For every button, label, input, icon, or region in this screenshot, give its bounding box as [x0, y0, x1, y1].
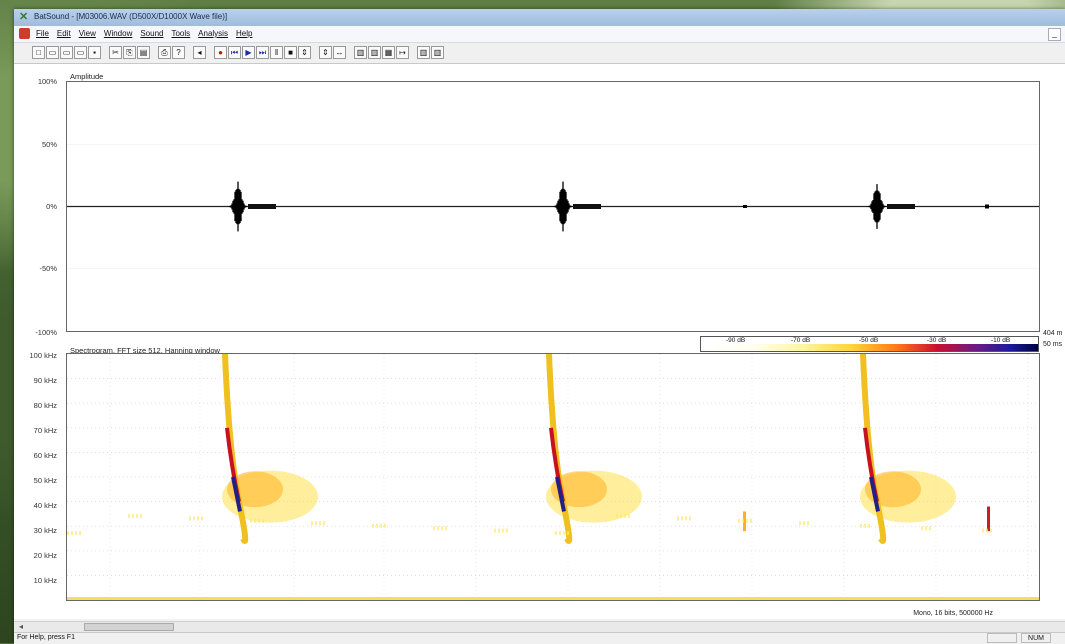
- playback-icon[interactable]: ◂: [193, 46, 206, 59]
- help-icon[interactable]: ?: [172, 46, 185, 59]
- stop-icon[interactable]: ■: [284, 46, 297, 59]
- mdi-minimize-button[interactable]: _: [1048, 28, 1061, 41]
- paste-icon[interactable]: ▤: [137, 46, 150, 59]
- save-icon[interactable]: ▪: [88, 46, 101, 59]
- open-icon[interactable]: ▭: [46, 46, 59, 59]
- minor-call-1: [743, 511, 746, 532]
- sound-view: Amplitude 100% 50% 0% -50% -100% Spectro…: [14, 64, 1065, 614]
- low-frequency-band: [67, 597, 1039, 600]
- open2-icon[interactable]: ▭: [60, 46, 73, 59]
- spec-tick-90: 90 kHz: [33, 376, 57, 385]
- amp-tick-minus50: -50%: [39, 264, 57, 273]
- spec-2-icon[interactable]: ▥: [417, 46, 430, 59]
- duration-label: 404 m: [1043, 330, 1063, 337]
- spec-tick-70: 70 kHz: [33, 426, 57, 435]
- spectrogram-plot[interactable]: [66, 353, 1040, 601]
- colorbar-tick-90: -90 dB: [726, 337, 746, 344]
- horizontal-scrollbar[interactable]: ◂: [14, 621, 1065, 632]
- open3-icon[interactable]: ▭: [74, 46, 87, 59]
- menu-tools[interactable]: Tools: [171, 29, 191, 38]
- zoom-in-icon[interactable]: ⇕: [298, 46, 311, 59]
- format-info: Mono, 16 bits, 500000 Hz: [913, 610, 993, 617]
- play-spec-icon[interactable]: ↦: [396, 46, 409, 59]
- amplitude-pulse-2: [552, 181, 601, 232]
- rewind-icon[interactable]: ⏮: [228, 46, 241, 59]
- scroll-left-icon[interactable]: ◂: [18, 622, 23, 631]
- spec-tick-20: 20 kHz: [33, 551, 57, 560]
- minor-click-1: [743, 205, 747, 208]
- toolbar: □ ▭ ▭ ▭ ▪ ✂ ⎘ ▤ ⎙? ◂ ● ⏮ ▶ ⏭ ‖ ■ ⇕ ⇕ ↔ ▥ ▥ ▦ ↦ ▥ ▥: [14, 43, 1065, 64]
- menu-help[interactable]: Help: [235, 29, 253, 38]
- menu-window[interactable]: Window: [103, 29, 133, 38]
- scroll-thumb[interactable]: [84, 623, 174, 631]
- document-icon[interactable]: [19, 28, 30, 39]
- record-icon[interactable]: ●: [214, 46, 227, 59]
- status-pane: [987, 633, 1017, 643]
- spectrogram-call-3: [860, 354, 956, 544]
- spectrogram-label: Spectrogram, FFT size 512, Hanning windo…: [70, 346, 220, 355]
- spec-tick-30: 30 kHz: [33, 526, 57, 535]
- menu-bar: File Edit View Window Sound Tools Analys…: [14, 26, 1065, 43]
- colorbar-tick-50: -50 dB: [859, 337, 879, 344]
- pitch-icon[interactable]: ▦: [382, 46, 395, 59]
- colorbar-tick-10: -10 dB: [991, 337, 1011, 344]
- pause-icon[interactable]: ‖: [270, 46, 283, 59]
- fast-forward-icon[interactable]: ⏭: [256, 46, 269, 59]
- amp-tick-0: 0%: [46, 202, 57, 211]
- spec-tick-100: 100 kHz: [29, 351, 57, 360]
- status-message: For Help, press F1: [17, 634, 75, 641]
- menu-view[interactable]: View: [78, 29, 96, 38]
- menu-file[interactable]: File: [36, 29, 49, 38]
- menu-edit[interactable]: Edit: [56, 29, 71, 38]
- colorbar-gradient: [701, 344, 1038, 351]
- copy-icon[interactable]: ⎘: [123, 46, 136, 59]
- window-title: BatSound - [M03006.WAV (D500X/D1000X Wav…: [34, 12, 228, 21]
- amp-tick-50: 50%: [41, 140, 57, 149]
- colorbar: -90 dB -70 dB -50 dB -30 dB -10 dB: [700, 336, 1039, 352]
- colorbar-tick-70: -70 dB: [791, 337, 811, 344]
- spec-tick-50: 50 kHz: [33, 476, 57, 485]
- power-spectrum-icon[interactable]: ▥: [368, 46, 381, 59]
- amplitude-label: Amplitude: [70, 72, 104, 81]
- spectrogram-icon[interactable]: ▥: [354, 46, 367, 59]
- amplitude-pulse-3: [866, 184, 915, 229]
- background-noise: [67, 513, 992, 536]
- status-bar: For Help, press F1 NUM: [14, 632, 1065, 644]
- spec-tick-60: 60 kHz: [33, 451, 57, 460]
- minor-call-2: [987, 506, 990, 532]
- spectrogram-call-2: [546, 354, 642, 544]
- new-icon[interactable]: □: [32, 46, 45, 59]
- spec-tick-40: 40 kHz: [33, 501, 57, 510]
- amplitude-waveform: [67, 143, 1039, 270]
- amp-tick-minus100: -100%: [35, 328, 57, 337]
- spec-tick-80: 80 kHz: [33, 401, 57, 410]
- batsound-window: ✕ BatSound - [M03006.WAV (D500X/D1000X W…: [14, 9, 1065, 644]
- zoom-range-icon[interactable]: ↔: [333, 46, 346, 59]
- num-lock-indicator: NUM: [1021, 633, 1051, 643]
- cut-icon[interactable]: ✂: [109, 46, 122, 59]
- title-bar[interactable]: ✕ BatSound - [M03006.WAV (D500X/D1000X W…: [14, 9, 1065, 26]
- colorbar-tick-30: -30 dB: [927, 337, 947, 344]
- spectrogram-image: [67, 354, 1039, 600]
- amplitude-pulse-1: [227, 181, 276, 232]
- menu-list: File Edit View Window Sound Tools Analys…: [36, 29, 252, 38]
- zoom-out-icon[interactable]: ⇕: [319, 46, 332, 59]
- print-icon[interactable]: ⎙: [158, 46, 171, 59]
- scale-label: 50 ms: [1043, 341, 1063, 348]
- menu-sound[interactable]: Sound: [140, 29, 164, 38]
- minor-click-2: [985, 204, 989, 209]
- play-icon[interactable]: ▶: [242, 46, 255, 59]
- spec-3-icon[interactable]: ▥: [431, 46, 444, 59]
- spectrogram-call-1: [222, 354, 318, 544]
- spec-tick-10: 10 kHz: [33, 576, 57, 585]
- amplitude-plot[interactable]: [66, 81, 1040, 332]
- amp-tick-100: 100%: [37, 77, 57, 86]
- menu-analysis[interactable]: Analysis: [198, 29, 228, 38]
- batsound-app-icon: ✕: [19, 11, 29, 23]
- footer-row: [14, 610, 1065, 619]
